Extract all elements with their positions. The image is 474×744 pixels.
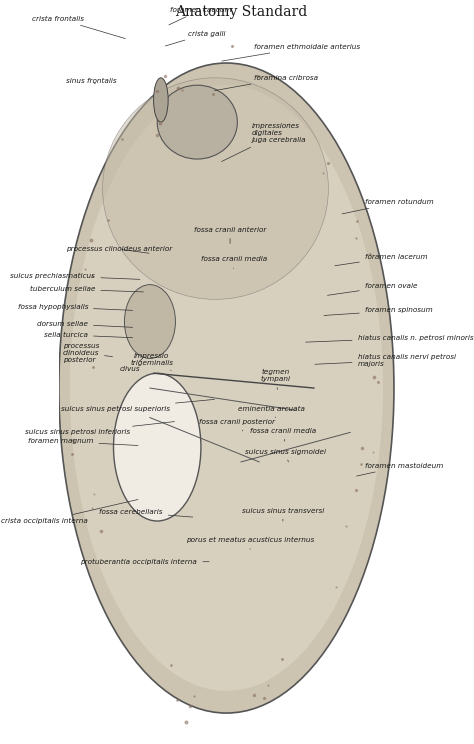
Ellipse shape (154, 78, 168, 122)
Text: impressiones
digitales
juga cerebralia: impressiones digitales juga cerebralia (222, 124, 307, 161)
Ellipse shape (102, 78, 328, 299)
Text: sulcus sinus petrosi inferioris: sulcus sinus petrosi inferioris (25, 422, 174, 435)
Text: fossa cranii posterior: fossa cranii posterior (200, 419, 275, 431)
Text: crista frontalis: crista frontalis (32, 16, 126, 39)
Ellipse shape (70, 85, 383, 691)
Text: fossa hypophysialis: fossa hypophysialis (18, 304, 133, 310)
Text: fossa cerebellaris: fossa cerebellaris (99, 509, 193, 517)
Ellipse shape (157, 85, 237, 159)
Text: dorsum sellae: dorsum sellae (37, 321, 133, 327)
Text: tuberculum sellae: tuberculum sellae (30, 286, 144, 292)
Text: crista occipitalis interna: crista occipitalis interna (1, 499, 138, 524)
Text: foramen magnum: foramen magnum (28, 438, 138, 446)
Text: fossa cranii media: fossa cranii media (250, 428, 316, 441)
Text: foramen lacerum: foramen lacerum (335, 254, 428, 266)
Text: sulcus sinus sigmoidei: sulcus sinus sigmoidei (245, 449, 326, 462)
Text: porus et meatus acusticus internus: porus et meatus acusticus internus (186, 537, 314, 549)
Text: sulcus sinus transversi: sulcus sinus transversi (242, 507, 324, 521)
Text: sella turcica: sella turcica (44, 332, 133, 338)
Ellipse shape (113, 373, 201, 521)
Text: sulcus prechiasmaticus: sulcus prechiasmaticus (10, 273, 140, 279)
Text: sinus frontalis: sinus frontalis (66, 79, 117, 85)
Text: foramen caecum: foramen caecum (169, 7, 232, 25)
Text: foramen ethmoidale anterius: foramen ethmoidale anterius (222, 44, 360, 61)
Text: clivus: clivus (119, 359, 142, 372)
Text: processus clinoideus anterior: processus clinoideus anterior (66, 246, 173, 253)
Text: foramen ovale: foramen ovale (328, 283, 417, 295)
Text: crista galli: crista galli (165, 31, 226, 46)
Text: foramen mastoideum: foramen mastoideum (356, 463, 443, 476)
Ellipse shape (125, 285, 175, 359)
Text: sulcus sinus petrosi superioris: sulcus sinus petrosi superioris (61, 400, 215, 411)
Ellipse shape (59, 63, 394, 713)
Text: Impressio
trigeminalis: Impressio trigeminalis (130, 353, 173, 371)
Text: fossa cranii anterior: fossa cranii anterior (194, 227, 266, 243)
Text: foramina cribrosa: foramina cribrosa (215, 75, 318, 91)
Text: fossa cranii media: fossa cranii media (201, 257, 267, 269)
Text: eminentia arcuata: eminentia arcuata (238, 405, 305, 417)
Text: hiatus canalis n. petrosi minoris: hiatus canalis n. petrosi minoris (306, 335, 473, 342)
Text: Anatomy Standard: Anatomy Standard (175, 4, 307, 19)
Text: tegmen
tympani: tegmen tympani (261, 369, 291, 390)
Text: protuberantia occipitalis interna: protuberantia occipitalis interna (81, 559, 209, 565)
Text: foramen rotundum: foramen rotundum (342, 199, 434, 214)
Text: processus
clinoideus
posterior: processus clinoideus posterior (63, 342, 112, 362)
Text: hiatus canalis nervi petrosi
majoris: hiatus canalis nervi petrosi majoris (315, 353, 456, 367)
Text: foramen spinosum: foramen spinosum (324, 307, 433, 315)
